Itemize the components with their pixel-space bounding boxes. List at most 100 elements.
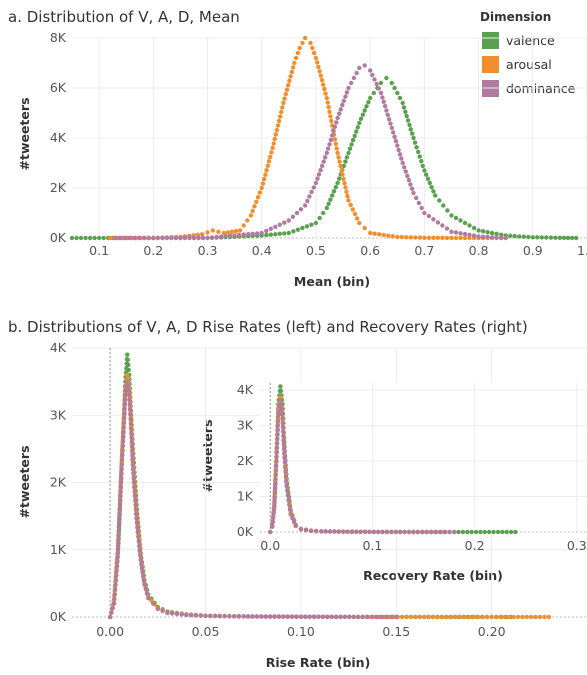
panel-a-point-dominance: [325, 146, 331, 151]
panel-a-point-dominance: [374, 81, 379, 87]
panel-a-point-valence: [291, 229, 296, 234]
panel-b-ylabel: #tweeters: [17, 445, 32, 518]
panel-a-point-dominance: [354, 70, 359, 76]
panel-a-point-dominance: [370, 72, 375, 78]
panel-a-point-arousal: [266, 159, 272, 164]
panel-a-point-valence: [462, 220, 468, 226]
panel-b-point-dominance: [150, 601, 156, 606]
inset-point-dominance: [272, 485, 278, 490]
panel-a-point-dominance: [462, 231, 468, 237]
panel-a-point-valence: [286, 230, 291, 236]
panel-a-point-arousal: [210, 228, 216, 233]
inset-point-dominance: [281, 433, 286, 438]
panel-b-point-dominance: [245, 614, 251, 619]
panel-a-point-valence: [471, 225, 477, 231]
inset-point-dominance: [384, 529, 390, 535]
panel-b-x-tick-label: 0.15: [382, 624, 410, 639]
panel-a-point-valence: [384, 75, 389, 81]
inset-point-dominance: [293, 523, 298, 529]
panel-b-point-dominance: [128, 426, 134, 431]
panel-b-point-arousal: [489, 614, 494, 620]
inset-point-valence: [504, 529, 509, 535]
panel-b-point-dominance: [141, 574, 146, 579]
panel-a-point-dominance: [259, 230, 264, 236]
inset-point-dominance: [285, 488, 290, 493]
panel-a-plot: 0.1 0.2 0.3 0.4 0.5 0.6 0.7 0.8 0.9 1.0 0K 2K 4K 6K 8K: [50, 30, 587, 258]
panel-a-point-dominance: [290, 214, 296, 219]
panel-b-point-dominance: [121, 429, 126, 435]
panel-a-point-dominance: [214, 234, 219, 240]
panel-b-point-arousal: [493, 614, 499, 620]
panel-b-point-dominance: [114, 560, 120, 565]
panel-a-point-valence: [416, 149, 421, 155]
panel-a-point-arousal: [283, 91, 288, 97]
panel-b-point-dominance: [267, 614, 273, 619]
panel-b-y-tick-label: 1K: [50, 542, 67, 557]
inset-point-dominance: [279, 407, 284, 412]
panel-b-point-dominance: [116, 537, 121, 542]
panel-a-point-arousal: [282, 96, 287, 101]
panel-a-point-valence: [422, 168, 427, 173]
panel-a-x-tick-label: 0.2: [143, 243, 163, 258]
panel-b-point-dominance: [107, 614, 113, 620]
panel-b-point-dominance: [272, 614, 277, 619]
panel-a-point-dominance: [328, 137, 334, 143]
inset-point-dominance: [341, 529, 346, 534]
panel-a-point-dominance: [313, 180, 319, 186]
inset-point-arousal: [278, 395, 283, 400]
panel-a-point-dominance: [391, 130, 396, 135]
inset-point-dominance: [279, 411, 285, 417]
panel-b-point-arousal: [431, 614, 436, 620]
panel-a-point-dominance: [378, 90, 384, 96]
inset-y-tick-label: 3K: [237, 418, 254, 433]
panel-a-point-valence: [378, 80, 384, 86]
panel-a-point-arousal: [422, 235, 427, 240]
panel-b-point-dominance: [303, 614, 308, 619]
panel-a-point-dominance: [173, 235, 179, 241]
panel-a-point-dominance: [494, 235, 499, 240]
panel-a-point-dominance: [476, 234, 481, 239]
panel-a-point-dominance: [389, 125, 394, 131]
inset-point-dominance: [284, 483, 289, 489]
panel-a-point-valence: [445, 208, 450, 213]
panel-a-point-arousal: [300, 40, 305, 46]
panel-a-point-valence: [512, 233, 517, 239]
panel-b-point-arousal: [520, 614, 525, 620]
panel-b-point-dominance: [281, 614, 286, 619]
panel-b-point-dominance: [111, 601, 117, 606]
panel-b-point-dominance: [141, 578, 146, 583]
inset-point-dominance: [371, 529, 377, 535]
panel-b-point-dominance: [144, 591, 150, 596]
panel-b-point-arousal: [546, 614, 552, 620]
panel-b-point-arousal: [404, 614, 409, 620]
panel-a-point-valence: [326, 201, 331, 206]
panel-a-point-arousal: [316, 64, 321, 70]
panel-a-point-arousal: [257, 190, 263, 195]
panel-a-point-arousal: [350, 207, 355, 212]
panel-a-point-dominance: [340, 102, 345, 108]
panel-a-point-valence: [480, 229, 486, 234]
panel-a-point-dominance: [146, 235, 151, 241]
inset-point-dominance: [272, 498, 277, 504]
panel-a-point-valence: [429, 185, 434, 190]
panel-a-point-valence: [407, 122, 412, 128]
panel-b-point-dominance: [130, 457, 135, 463]
panel-a-x-tick-label: 0.1: [89, 243, 109, 258]
panel-a-point-dominance: [318, 167, 323, 173]
panel-b-point-dominance: [320, 614, 326, 619]
inset-point-valence: [460, 529, 466, 535]
panel-b-point-dominance: [143, 587, 148, 592]
legend: Dimension valence arousal dominance: [480, 10, 576, 97]
panel-b-point-arousal: [537, 614, 543, 620]
panel-b-x-tick-label: 0.00: [96, 624, 124, 639]
panel-a-point-dominance: [376, 86, 381, 91]
panel-a-point-dominance: [316, 172, 322, 177]
panel-a-point-valence: [362, 108, 367, 113]
inset-point-dominance: [271, 507, 277, 512]
inset-point-dominance: [380, 529, 385, 535]
panel-a-point-arousal: [264, 168, 269, 173]
panel-a-point-arousal: [205, 230, 210, 235]
inset-point-valence: [508, 529, 514, 535]
panel-a-point-dominance: [397, 152, 403, 157]
panel-a-point-arousal: [322, 86, 327, 92]
